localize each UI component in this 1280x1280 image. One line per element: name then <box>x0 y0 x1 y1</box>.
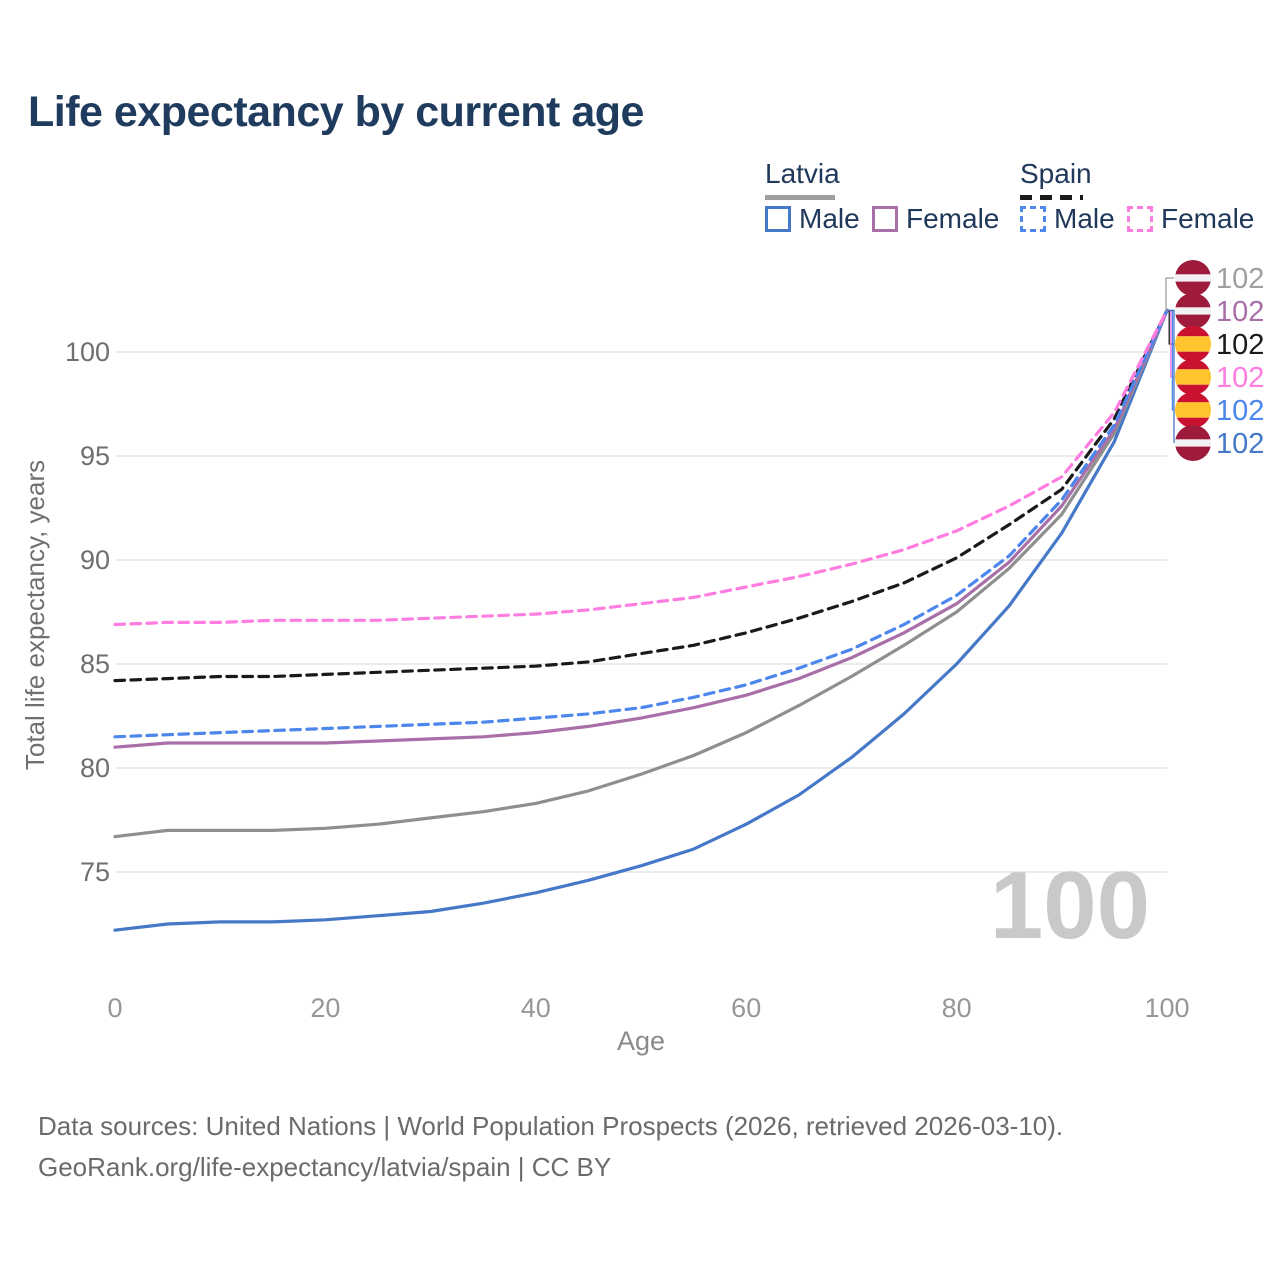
series-line-latvia-total <box>113 308 1169 839</box>
series-line-latvia-male <box>113 308 1169 932</box>
y-axis-title: Total life expectancy, years <box>20 460 50 770</box>
legend-item-spain-female[interactable]: Female <box>1127 203 1254 235</box>
x-tick-label: 40 <box>521 993 551 1023</box>
legend-item-label: Male <box>1054 203 1115 234</box>
legend-swatch <box>765 206 791 232</box>
attribution: Data sources: United Nations | World Pop… <box>38 1106 1063 1188</box>
legend-swatch <box>1020 206 1046 232</box>
dashed-line-swatch <box>1020 195 1083 200</box>
x-tick-label: 100 <box>1144 993 1189 1023</box>
end-value-label: 102 <box>1216 329 1264 361</box>
y-tick-label: 90 <box>80 545 110 575</box>
data-sources-line: Data sources: United Nations | World Pop… <box>38 1111 1064 1141</box>
legend-item-label: Female <box>906 203 1000 234</box>
x-tick-label: 20 <box>310 993 340 1023</box>
flag-icon-spain <box>1175 359 1211 395</box>
series-line-spain-male <box>113 308 1169 739</box>
legend-group-latvia[interactable]: Latvia <box>765 158 840 200</box>
legend-item-label: Female <box>1161 203 1255 234</box>
series-line-latvia-female <box>113 308 1169 749</box>
legend-swatch <box>872 206 898 232</box>
legend-item-spain-male[interactable]: Male <box>1020 203 1115 235</box>
legend-swatch <box>1127 206 1153 232</box>
series-line-spain-total <box>113 308 1169 683</box>
y-tick-label: 85 <box>80 649 110 679</box>
flag-icon-spain <box>1175 326 1211 362</box>
legend-item-latvia-female[interactable]: Female <box>872 203 999 235</box>
flag-icon-spain <box>1175 392 1211 428</box>
flag-icon-latvia <box>1175 293 1211 329</box>
license-line[interactable]: GeoRank.org/life-expectancy/latvia/spain… <box>38 1152 612 1182</box>
end-label-connector <box>1167 309 1175 443</box>
flag-icon-latvia <box>1175 425 1211 461</box>
legend-group-label: Latvia <box>765 158 840 189</box>
end-label-connector <box>1165 277 1174 312</box>
x-tick-label: 0 <box>107 993 122 1023</box>
legend-item-label: Male <box>799 203 860 234</box>
y-tick-label: 95 <box>80 441 110 471</box>
page-title: Life expectancy by current age <box>28 88 644 136</box>
y-tick-label: 80 <box>80 753 110 783</box>
end-value-label: 102 <box>1216 296 1264 328</box>
end-value-label: 102 <box>1216 428 1264 460</box>
legend-group-label: Spain <box>1020 158 1092 189</box>
end-value-label: 102 <box>1216 395 1264 427</box>
solid-line-swatch <box>765 195 835 200</box>
end-value-label: 102 <box>1216 263 1264 295</box>
age-watermark: 100 <box>990 852 1150 959</box>
y-tick-label: 75 <box>80 857 110 887</box>
legend-item-latvia-male[interactable]: Male <box>765 203 860 235</box>
x-axis-title: Age <box>617 1026 665 1056</box>
x-tick-label: 60 <box>731 993 761 1023</box>
x-tick-label: 80 <box>942 993 972 1023</box>
series-line-spain-female <box>113 308 1169 627</box>
y-tick-label: 100 <box>65 337 110 367</box>
end-value-label: 102 <box>1216 362 1264 394</box>
flag-icon-latvia <box>1175 260 1211 296</box>
legend-group-spain[interactable]: Spain <box>1020 158 1092 200</box>
